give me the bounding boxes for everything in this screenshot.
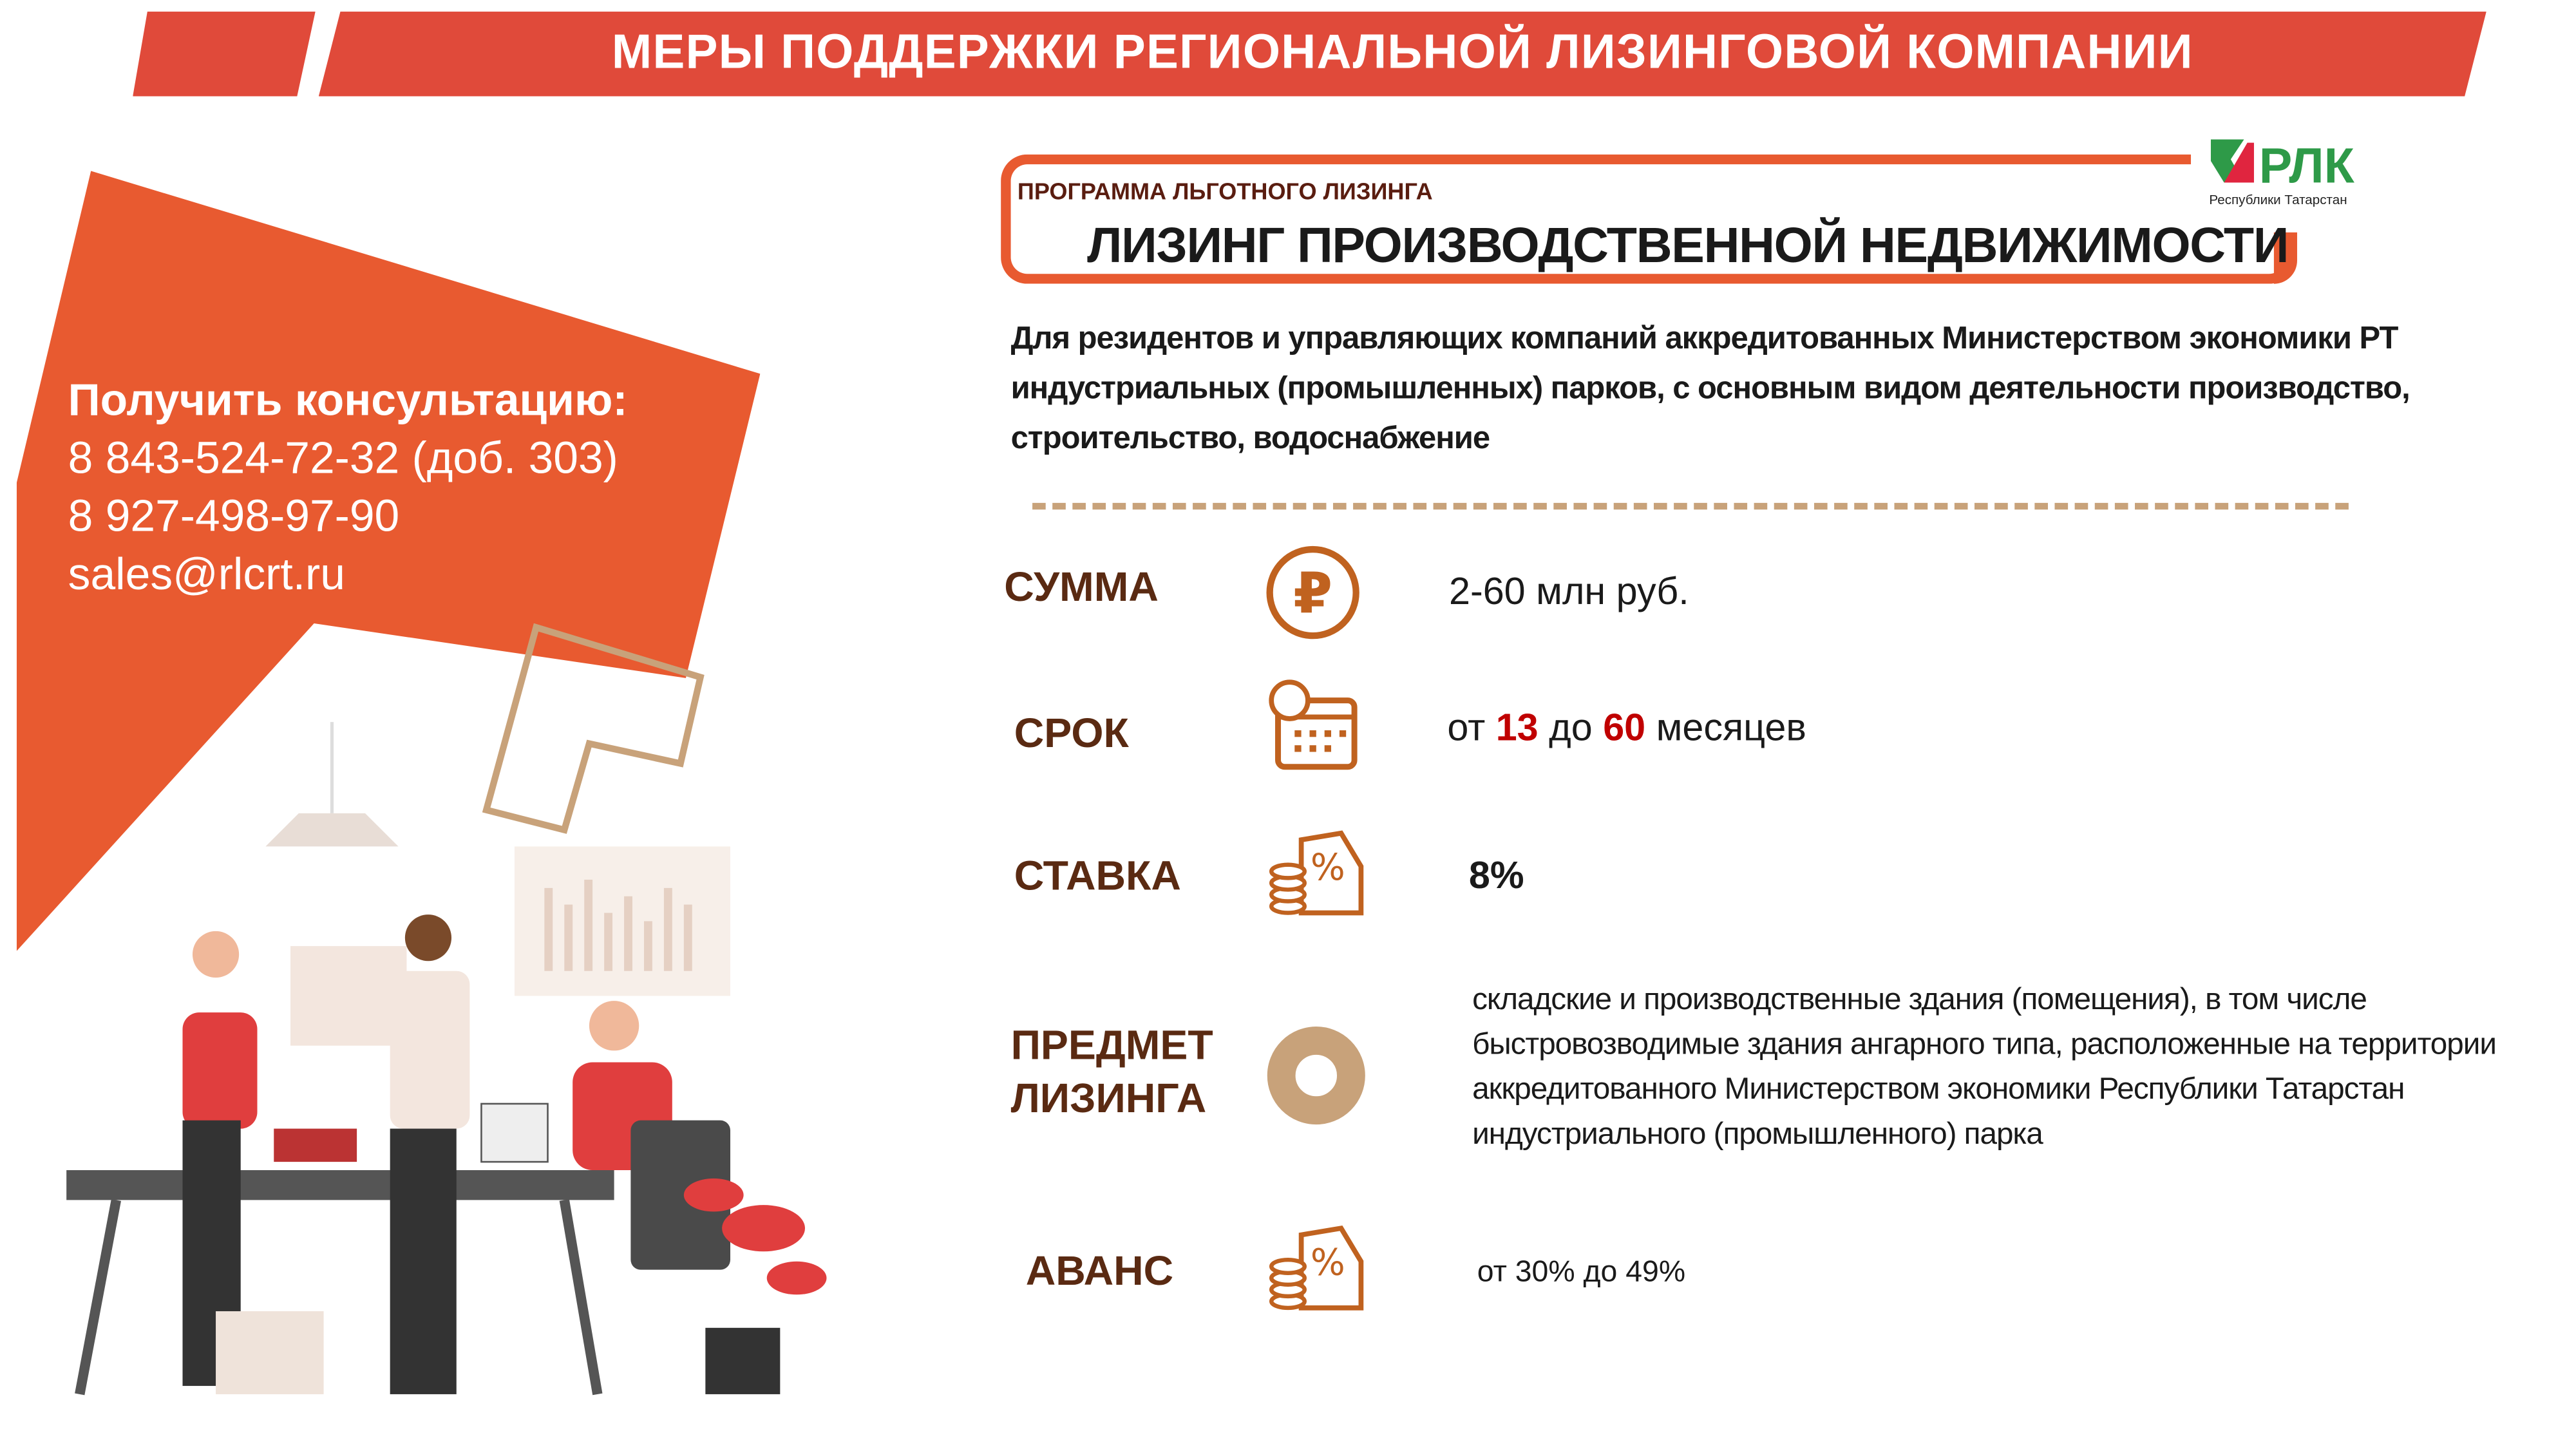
laptop [480, 1103, 549, 1163]
lamp-icon [265, 813, 399, 847]
svg-text:%: % [1311, 846, 1345, 889]
subject-label-line1: ПРЕДМЕТ [1010, 1022, 1213, 1069]
sum-label: СУММА [1004, 564, 1159, 611]
advance-value: от 30% до 49% [1477, 1255, 1686, 1288]
term-middle: до [1549, 705, 1593, 749]
contact-email[interactable]: sales@rlcrt.ru [68, 549, 345, 600]
banner [318, 12, 2486, 97]
contact-phone-1[interactable]: 8 843-524-72-32 (доб. 303) [68, 433, 618, 483]
person-man-standing [404, 914, 452, 961]
banner-title: МЕРЫ ПОДДЕРЖКИ РЕГИОНАЛЬНОЙ ЛИЗИНГОВОЙ К… [611, 26, 2193, 80]
subject-value: складские и производственные здания (пом… [1472, 981, 2497, 1151]
rate-value: 8% [1468, 853, 1524, 896]
contact-block: Получить консультацию: 8 843-524-72-32 (… [68, 372, 628, 604]
contact-heading: Получить консультацию: [68, 375, 628, 425]
chair [630, 1120, 731, 1270]
ruble-icon: ₽ [1266, 545, 1359, 639]
term-suffix: месяцев [1656, 705, 1806, 749]
term-label: СРОК [1014, 710, 1129, 757]
decor-frame [482, 623, 705, 834]
svg-text:%: % [1311, 1241, 1345, 1283]
dashed-divider [1032, 502, 2349, 510]
plant-pot [705, 1327, 781, 1394]
banner-left-block [133, 12, 316, 97]
program-frame [1001, 154, 2296, 284]
percent-coins-icon: % [1269, 1225, 1364, 1311]
sum-value: 2-60 млн руб. [1448, 569, 1689, 613]
term-prefix: от [1447, 705, 1486, 749]
program-subtitle: ПРОГРАММА ЛЬГОТНОГО ЛИЗИНГА [1017, 177, 1433, 205]
svg-text:РЛК: РЛК [2259, 138, 2355, 189]
calendar-clock-icon [1269, 679, 1358, 770]
person-woman [192, 931, 240, 978]
term-min: 13 [1495, 705, 1539, 749]
percent-coins-icon: % [1269, 830, 1364, 916]
program-title: ЛИЗИНГ ПРОИЗВОДСТВЕННОЙ НЕДВИЖИМОСТИ [1087, 219, 2289, 274]
program-description: Для резидентов и управляющих компаний ак… [1010, 321, 2410, 457]
subject-label: ПРЕДМЕТ ЛИЗИНГА [1011, 1019, 1213, 1125]
subject-label-line2: ЛИЗИНГА [1010, 1075, 1207, 1122]
office-illustration [66, 623, 827, 1396]
advance-label: АВАНС [1025, 1248, 1174, 1295]
ring-icon [1267, 1027, 1365, 1125]
svg-text:₽: ₽ [1293, 560, 1332, 626]
rlk-logo: РЛК [2210, 138, 2355, 189]
term-value: от 13 до 60 месяцев [1447, 705, 1806, 750]
rate-label: СТАВКА [1014, 853, 1181, 900]
logo-subtitle: Республики Татарстан [2209, 192, 2347, 208]
term-max: 60 [1603, 705, 1646, 749]
person-man-sitting [589, 1001, 639, 1051]
desk [66, 1170, 614, 1200]
contact-phone-2[interactable]: 8 927-498-97-90 [68, 491, 400, 542]
